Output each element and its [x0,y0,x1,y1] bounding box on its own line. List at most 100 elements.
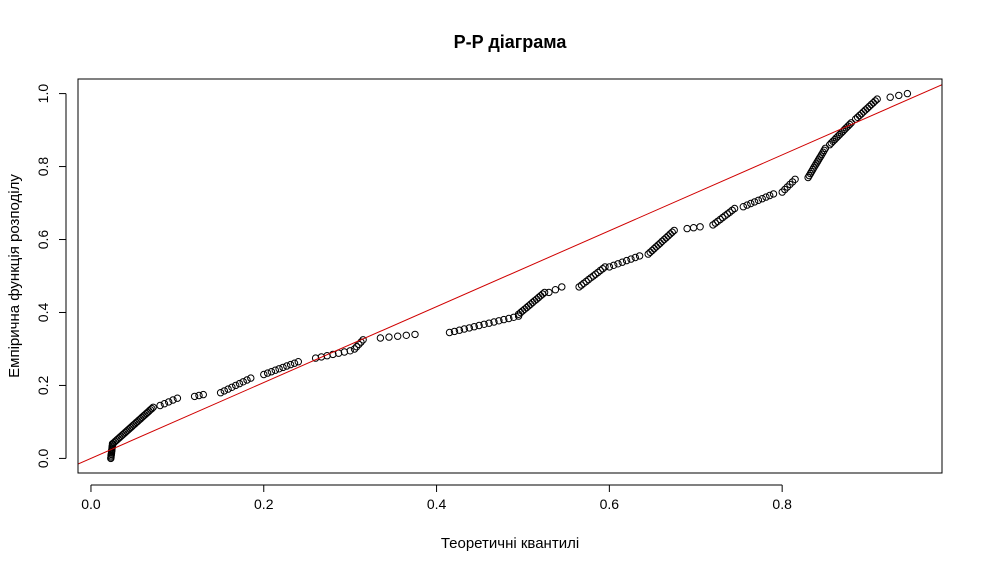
data-point [820,146,828,155]
data-point [475,321,483,330]
data-point [495,317,503,325]
x-tick-label: 0.2 [254,496,274,512]
data-point [614,260,622,268]
data-point [352,343,361,351]
y-tick-label: 0.4 [35,303,51,323]
data-point [346,347,354,355]
x-tick-label: 0.8 [772,496,792,512]
data-point [631,253,639,262]
data-point [460,325,468,333]
data-point [279,363,287,372]
data-point [148,404,156,413]
data-point [149,403,157,411]
data-point [728,206,736,215]
data-point [530,297,539,305]
y-axis: 0.0 0.2 0.4 0.6 0.8 1.0 [35,84,67,468]
data-point [627,255,635,263]
x-tick-label: 0.0 [81,496,101,512]
data-point [545,288,553,297]
data-point [357,338,365,346]
data-point [594,268,602,277]
data-point [818,150,826,158]
data-point [743,201,751,209]
data-point [247,374,255,382]
data-point [465,324,473,332]
data-point [723,210,732,218]
data-point [644,250,652,258]
data-point [810,164,818,172]
data-point [577,281,586,289]
data-point [660,235,668,244]
data-point [758,195,766,203]
data-point [224,385,232,393]
data-point [156,401,164,410]
data-point [450,327,459,336]
data-point [819,148,827,156]
data-point [683,224,691,233]
data-point [470,323,478,331]
data-point [584,275,593,284]
data-point [718,213,727,222]
data-point [294,358,302,366]
y-tick-label: 0.6 [35,230,51,250]
data-point [711,219,720,227]
data-points [107,89,912,463]
data-point [730,204,739,213]
data-point [869,99,877,107]
data-point [903,89,912,98]
data-point [664,232,672,240]
data-point [601,263,609,271]
data-point [220,387,229,395]
data-point [524,302,533,310]
data-point [235,379,244,388]
data-point [806,169,815,178]
data-point [817,152,825,160]
data-point [754,196,763,205]
data-point [709,221,717,229]
data-point [815,154,824,162]
data-point [714,217,722,226]
x-axis: 0.0 0.2 0.4 0.6 0.8 [81,484,792,512]
data-point [534,293,543,302]
data-point [526,300,535,308]
data-point [385,333,393,341]
data-point [861,106,870,114]
data-point [558,283,566,291]
data-point [605,263,614,271]
data-point [532,295,541,303]
data-point [762,193,770,201]
data-point [652,243,660,251]
data-point [243,376,251,384]
data-point [455,326,464,334]
data-point [895,91,903,100]
data-point [814,156,823,164]
data-point [689,224,698,232]
data-point [781,185,789,194]
data-point [812,160,820,168]
data-point [267,368,276,376]
data-point [811,162,819,170]
x-axis-label: Теоретичні квантилі [441,535,579,552]
data-point [750,198,759,206]
data-point [445,328,454,337]
data-point [809,166,817,174]
data-point [536,292,545,300]
data-point [394,332,402,340]
chart-title: P-P діаграма [454,32,568,52]
data-point [340,348,349,356]
data-point [271,366,279,374]
data-point [821,144,830,153]
data-point [480,320,488,328]
y-tick-label: 0.8 [35,157,51,177]
data-point [886,93,894,101]
reference-line [78,84,942,465]
data-point [610,261,618,269]
data-point [654,241,662,249]
data-point [726,208,734,216]
data-point [635,252,644,260]
data-point [788,178,797,186]
data-point [575,283,583,291]
data-point [668,228,676,236]
y-tick-label: 0.0 [35,448,51,468]
